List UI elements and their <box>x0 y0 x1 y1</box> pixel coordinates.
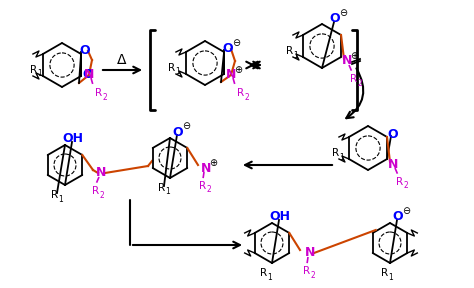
Text: O: O <box>83 67 93 81</box>
Text: O: O <box>173 126 183 139</box>
Text: R: R <box>168 63 175 73</box>
Text: O: O <box>388 128 398 141</box>
Text: 2: 2 <box>310 270 315 279</box>
Text: N: N <box>226 69 236 82</box>
Text: 1: 1 <box>340 153 345 162</box>
Text: R: R <box>350 74 357 84</box>
Text: R: R <box>286 46 293 56</box>
Text: 2: 2 <box>103 92 108 101</box>
Text: 2: 2 <box>207 185 211 194</box>
Text: N: N <box>201 162 211 175</box>
Text: OH: OH <box>270 211 291 223</box>
Text: ⊖: ⊖ <box>182 121 190 131</box>
Text: R: R <box>382 268 389 278</box>
Text: 2: 2 <box>100 190 104 200</box>
Text: R: R <box>260 268 267 278</box>
Text: N: N <box>388 158 398 170</box>
Text: 1: 1 <box>165 187 170 196</box>
Text: O: O <box>223 43 233 56</box>
Text: R: R <box>332 148 339 158</box>
Text: 1: 1 <box>389 272 393 281</box>
Text: 2: 2 <box>357 79 363 88</box>
Text: ⊖: ⊖ <box>232 38 240 48</box>
Text: 1: 1 <box>268 272 273 281</box>
Text: O: O <box>330 12 340 26</box>
Text: Δ: Δ <box>117 53 127 67</box>
Text: O: O <box>392 211 403 223</box>
Text: 1: 1 <box>176 67 181 77</box>
Text: ⊖: ⊖ <box>402 206 410 216</box>
Text: 2: 2 <box>404 181 409 190</box>
Text: R: R <box>95 88 102 98</box>
Text: 2: 2 <box>245 92 249 101</box>
Text: R: R <box>52 190 59 200</box>
Text: ⊕: ⊕ <box>209 158 217 168</box>
Text: N: N <box>96 166 106 179</box>
Text: 1: 1 <box>293 50 298 60</box>
Text: R: R <box>200 181 207 191</box>
Text: N: N <box>342 54 352 67</box>
Text: N: N <box>84 69 94 82</box>
Text: R: R <box>92 186 100 196</box>
Text: R: R <box>303 266 310 276</box>
Text: R: R <box>30 65 37 75</box>
Text: 1: 1 <box>59 194 64 204</box>
Text: R: R <box>158 183 165 193</box>
Text: 1: 1 <box>37 69 42 79</box>
Text: N: N <box>305 247 315 259</box>
Text: ⊕: ⊕ <box>350 51 358 61</box>
Text: R: R <box>396 177 403 187</box>
Text: ⊖: ⊖ <box>339 8 347 18</box>
Text: OH: OH <box>63 132 83 145</box>
Text: ⊕: ⊕ <box>234 65 242 75</box>
Text: O: O <box>80 45 91 58</box>
Text: R: R <box>237 88 245 98</box>
